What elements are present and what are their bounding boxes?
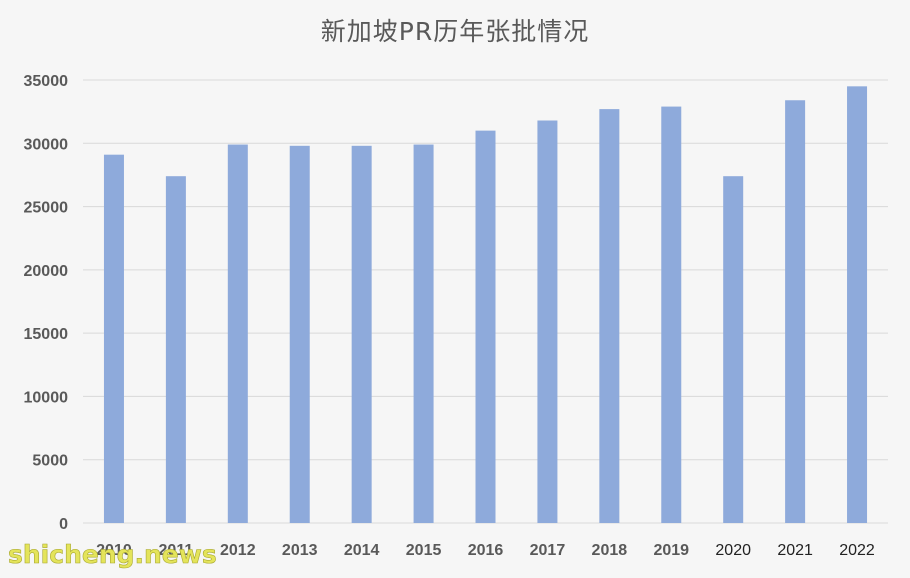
y-tick-label: 5000: [32, 453, 68, 470]
bar-2022: [847, 86, 868, 523]
x-tick-label: 2022: [839, 542, 875, 559]
y-tick-label: 30000: [24, 136, 69, 153]
bar-2015: [413, 144, 434, 523]
x-tick-label: 2015: [406, 542, 442, 559]
chart-title: 新加坡PR历年张批情况: [320, 17, 590, 46]
x-tick-label: 2014: [344, 542, 380, 559]
x-tick-label: 2018: [592, 542, 628, 559]
x-axis-ticks: 2010 2011 2012 2013 2014 2015 2016 2017 2018 2019…: [96, 542, 875, 559]
watermark: shicheng.news: [8, 540, 217, 570]
x-tick-label: 2020: [715, 542, 751, 559]
bar-2010: [103, 154, 124, 524]
y-tick-label: 15000: [24, 326, 69, 343]
x-tick-label: 2021: [777, 542, 813, 559]
x-tick-label: 2010: [96, 542, 132, 559]
x-tick-label: 2017: [530, 542, 566, 559]
y-tick-label: 10000: [24, 389, 69, 406]
bar-2012: [227, 144, 248, 523]
bar-2019: [661, 106, 682, 523]
y-tick-label: 20000: [24, 263, 69, 280]
bar-2021: [785, 100, 806, 523]
bar-2014: [351, 145, 372, 523]
y-tick-label: 0: [59, 516, 68, 533]
bar-2018: [599, 109, 620, 524]
y-axis-ticks: 0 5000 10000 15000 20000 25000 30000 35000: [24, 73, 69, 533]
bar-2013: [289, 145, 310, 523]
x-tick-label: 2019: [653, 542, 689, 559]
y-tick-label: 35000: [24, 73, 69, 90]
y-tick-label: 25000: [24, 200, 69, 217]
bar-2016: [475, 130, 496, 523]
bar-2017: [537, 120, 558, 523]
x-tick-label: 2011: [159, 542, 194, 559]
x-tick-label: 2013: [282, 542, 318, 559]
bars: [103, 86, 868, 524]
bar-2011: [165, 176, 186, 524]
x-tick-label: 2012: [220, 542, 256, 559]
x-tick-label: 2016: [468, 542, 504, 559]
bar-2020: [723, 176, 744, 524]
